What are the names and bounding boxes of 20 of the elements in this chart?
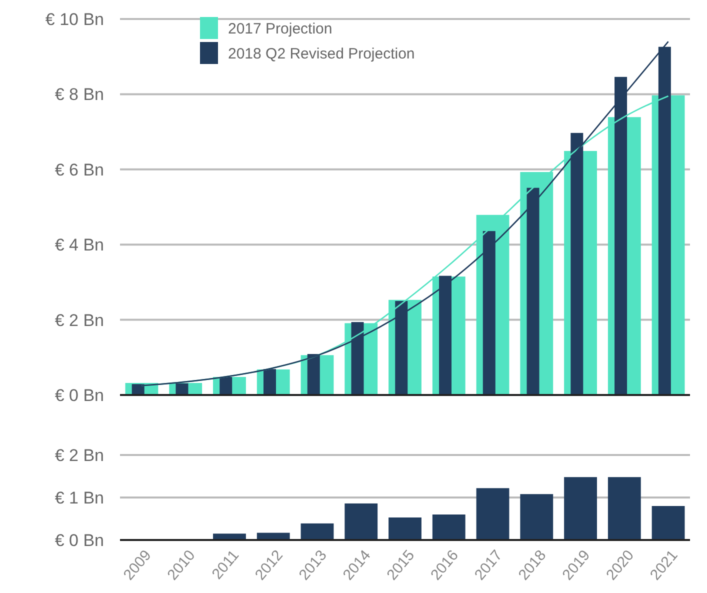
y-tick-label: € 0 Bn xyxy=(54,530,104,550)
y-tick-label: € 2 Bn xyxy=(54,310,104,330)
y-tick-label: € 2 Bn xyxy=(54,446,104,465)
bar xyxy=(388,517,422,540)
bar xyxy=(300,523,334,540)
y-tick-label: € 4 Bn xyxy=(54,236,104,255)
legend-label: 2017 Projection xyxy=(228,20,332,38)
y-tick-label: € 8 Bn xyxy=(54,85,104,104)
bar xyxy=(608,477,641,540)
bar xyxy=(432,514,466,540)
bar xyxy=(476,488,510,540)
y-tick-label: € 6 Bn xyxy=(54,160,104,180)
bar xyxy=(652,506,685,540)
y-tick-label: € 0 Bn xyxy=(54,386,104,405)
y-tick-label: € 10 Bn xyxy=(45,10,104,29)
legend-label: 2018 Q2 Revised Projection xyxy=(228,45,415,62)
y-tick-label: € 1 Bn xyxy=(54,488,104,508)
bar xyxy=(564,477,597,540)
bar xyxy=(344,503,378,540)
bar xyxy=(520,494,554,540)
